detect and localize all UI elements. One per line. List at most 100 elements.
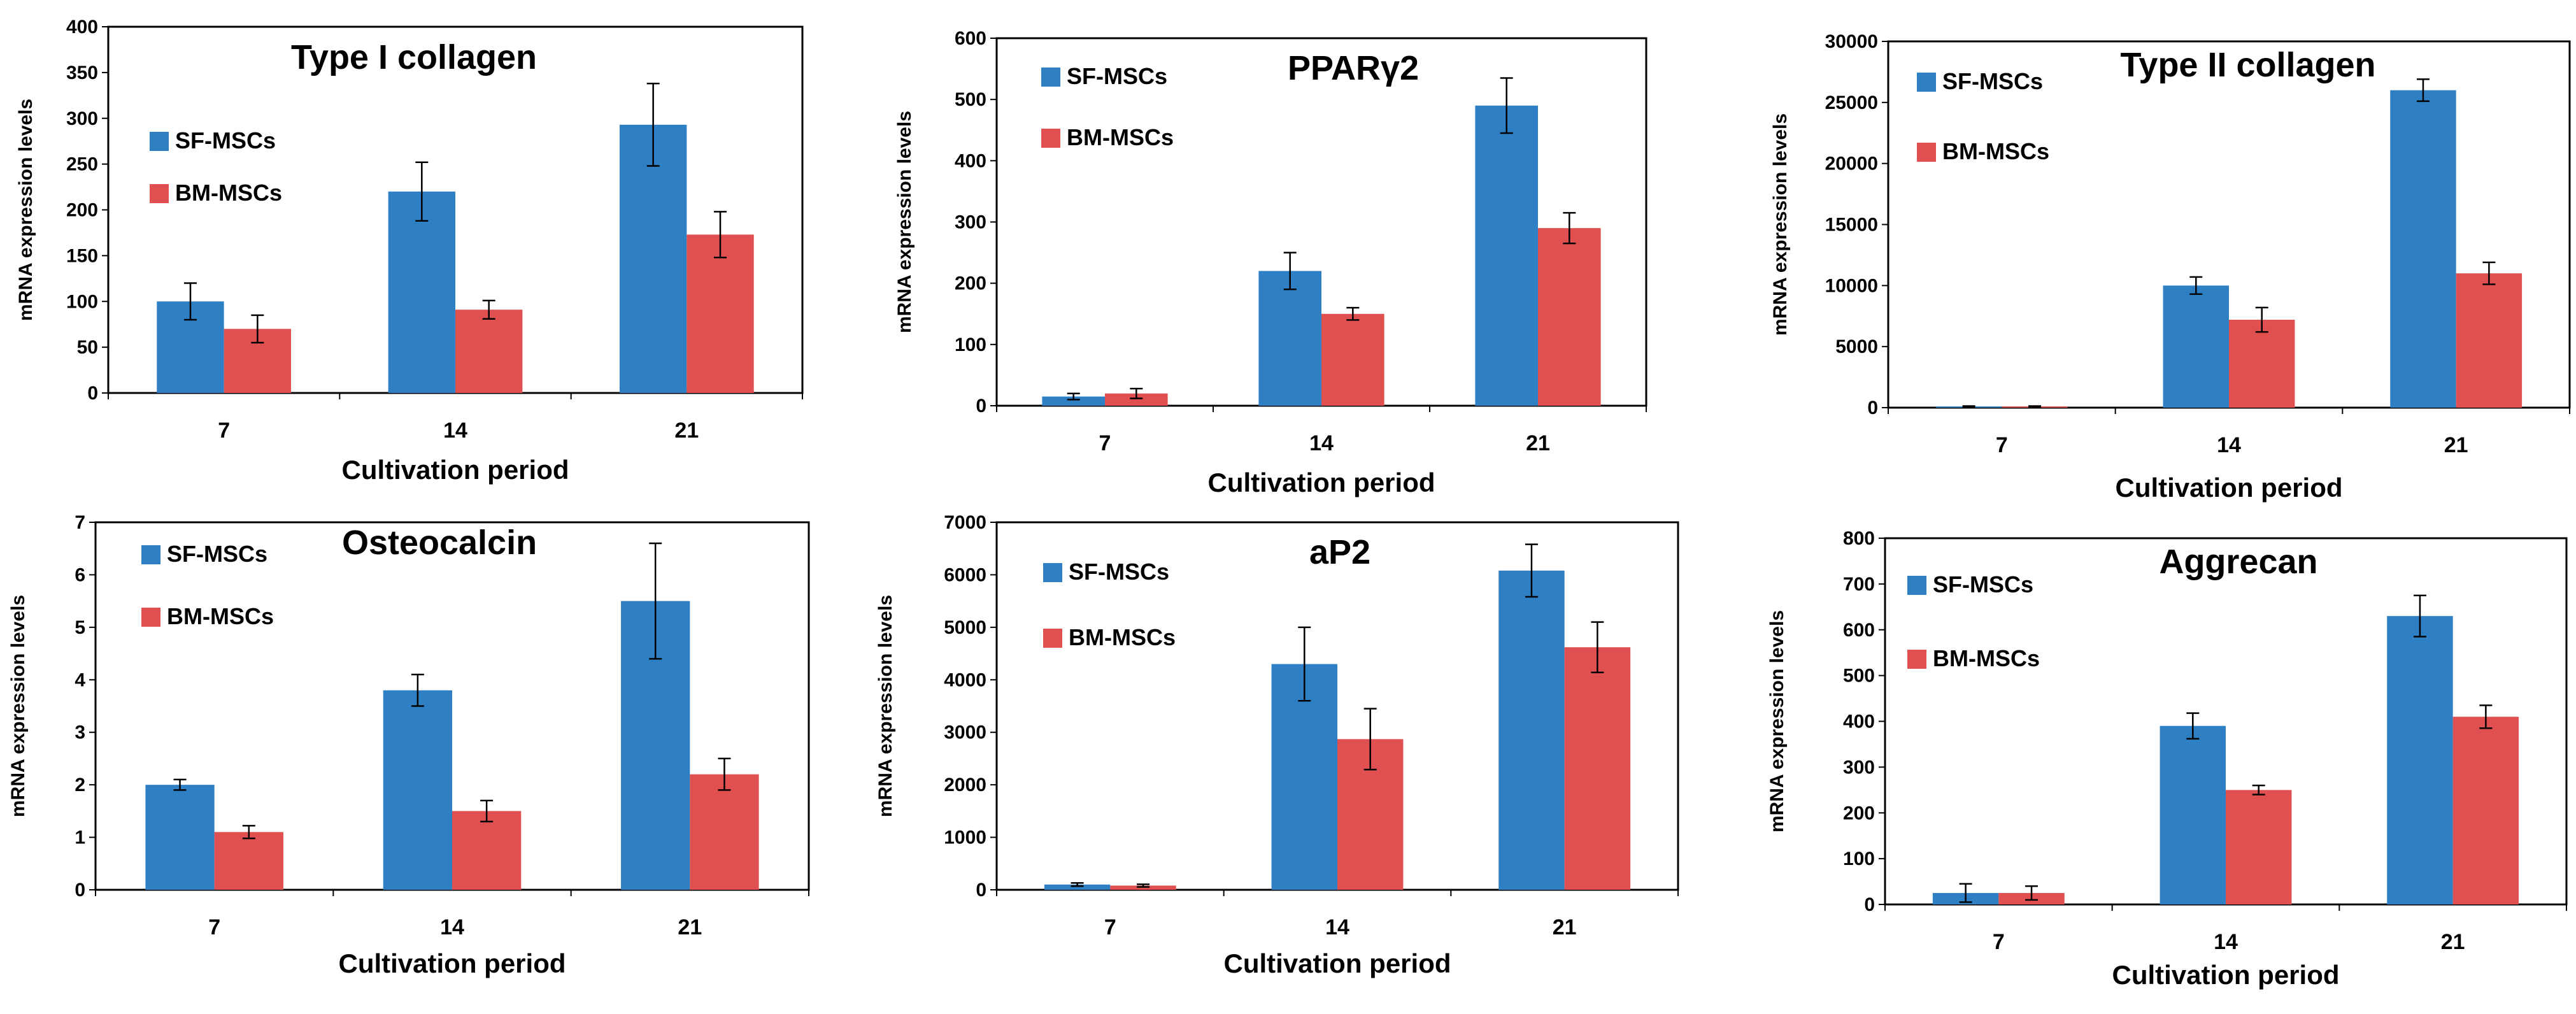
- y-tick-label: 2000: [944, 775, 986, 796]
- error-bar: [1500, 77, 1513, 134]
- bar-sf-21: [2387, 616, 2453, 904]
- legend-label-sf: SF-MSCs: [1069, 559, 1169, 585]
- x-tick-label: 7: [218, 418, 230, 443]
- chart-panel-1: 0 50 100 150 200 250 300 350 400 7 14 21 Type I coll…: [15, 17, 804, 485]
- x-tick-label: 14: [2214, 930, 2238, 954]
- x-tick-label: 14: [440, 915, 464, 939]
- bar-bm-14: [455, 310, 523, 393]
- x-tick-label: 21: [1553, 915, 1577, 939]
- error-bar: [411, 673, 424, 707]
- legend-label-bm: BM-MSCs: [1067, 124, 1174, 150]
- error-bar: [2189, 276, 2203, 295]
- error-bar: [2028, 405, 2042, 408]
- y-tick-label: 1000: [944, 827, 986, 848]
- y-tick-label: 600: [955, 28, 986, 49]
- y-tick-label: 100: [1843, 848, 1875, 869]
- legend-label-sf: SF-MSCs: [1933, 571, 2033, 597]
- x-axis-label: Cultivation period: [2112, 960, 2340, 990]
- error-bar: [1071, 882, 1084, 887]
- legend-label-sf: SF-MSCs: [167, 541, 267, 567]
- y-tick-label: 5000: [1835, 336, 1878, 357]
- error-bar: [1563, 211, 1576, 245]
- bar-bm-21: [687, 234, 754, 393]
- bar-bm-21: [690, 774, 759, 890]
- error-bar: [1130, 387, 1143, 399]
- chart-panel-2: 0 100 200 300 400 500 600 7 14 21 PPARγ2 SF-MSCs BM-…: [894, 28, 1647, 497]
- y-tick-label: 0: [976, 396, 986, 417]
- y-tick-label: 600: [1843, 620, 1875, 641]
- x-tick-label: 7: [1099, 431, 1111, 455]
- y-tick-label: 25000: [1825, 92, 1878, 113]
- bar-sf-14: [388, 191, 455, 393]
- legend-swatch-bm: [1907, 650, 1926, 669]
- error-bar: [2186, 712, 2200, 740]
- y-axis-label: mRNA expression levels: [1767, 610, 1788, 832]
- error-bar: [649, 542, 662, 660]
- error-bar: [173, 778, 187, 791]
- error-bar: [1959, 883, 1972, 903]
- error-bar: [1137, 883, 1150, 888]
- legend-swatch-bm: [1041, 129, 1060, 148]
- error-bar: [1363, 708, 1377, 771]
- bar-bm-14: [2226, 790, 2292, 904]
- y-tick-label: 30000: [1825, 31, 1878, 52]
- y-tick-label: 400: [1843, 711, 1875, 732]
- error-bar: [2025, 885, 2039, 901]
- bar-sf-14: [383, 690, 452, 890]
- bar-bm-7: [214, 832, 283, 890]
- legend-swatch-sf: [150, 132, 169, 151]
- y-tick-label: 200: [1843, 803, 1875, 824]
- y-tick-label: 350: [66, 62, 98, 83]
- x-axis-label: Cultivation period: [1224, 948, 1451, 978]
- error-bar: [2255, 306, 2268, 333]
- chart-title: Aggrecan: [2159, 543, 2317, 581]
- y-tick-label: 4: [75, 669, 85, 690]
- error-bar: [242, 825, 255, 839]
- y-tick-label: 5: [75, 617, 85, 638]
- error-bar: [183, 282, 197, 321]
- legend-label-sf: SF-MSCs: [175, 127, 276, 154]
- x-tick-label: 7: [1104, 915, 1116, 939]
- y-tick-label: 400: [66, 17, 98, 38]
- error-bar: [2479, 704, 2493, 729]
- bar-bm-21: [1564, 647, 1631, 890]
- x-tick-label: 21: [674, 418, 699, 443]
- legend-label-sf: SF-MSCs: [1942, 68, 2043, 94]
- y-tick-label: 6: [75, 564, 85, 585]
- y-tick-label: 0: [976, 880, 986, 901]
- chart-title: Osteocalcin: [342, 524, 537, 562]
- y-tick-label: 15000: [1825, 215, 1878, 236]
- error-bar: [1283, 252, 1297, 290]
- legend-swatch-bm: [1917, 143, 1936, 162]
- x-tick-label: 21: [2441, 930, 2465, 954]
- legend-swatch-sf: [1907, 576, 1926, 595]
- y-tick-label: 0: [1864, 894, 1875, 915]
- legend-label-bm: BM-MSCs: [1933, 645, 2040, 671]
- y-tick-label: 400: [955, 150, 986, 171]
- error-bar: [1525, 543, 1538, 598]
- y-tick-label: 1: [75, 827, 85, 848]
- chart-title: Type II collagen: [2120, 46, 2375, 84]
- x-axis-label: Cultivation period: [342, 455, 569, 485]
- x-axis-label: Cultivation period: [1208, 468, 1435, 497]
- legend-swatch-bm: [150, 184, 169, 203]
- y-tick-label: 0: [87, 383, 98, 404]
- legend-swatch-sf: [141, 545, 160, 564]
- bar-sf-14: [1258, 271, 1321, 406]
- x-tick-label: 7: [208, 915, 220, 939]
- error-bar: [415, 161, 429, 222]
- chart-panel-5: 0 1000 2000 3000 4000 5000 6000 7000 7 14 21 aP2 SF-…: [875, 512, 1679, 978]
- bar-bm-14: [2229, 320, 2295, 408]
- chart-panel-4: 0 1 2 3 4 5 6 7 7 14 21 Osteocalcin SF-MSCs BM-MSCs Cu…: [8, 512, 810, 978]
- x-axis-label: Cultivation period: [339, 948, 566, 978]
- legend-label-sf: SF-MSCs: [1067, 63, 1167, 89]
- bar-sf-7: [1042, 396, 1105, 406]
- error-bar: [482, 299, 495, 320]
- x-tick-label: 21: [2444, 433, 2468, 457]
- bar-sf-21: [619, 124, 687, 393]
- x-tick-label: 14: [1309, 431, 1334, 455]
- y-tick-label: 700: [1843, 574, 1875, 595]
- x-tick-label: 14: [443, 418, 467, 443]
- y-tick-label: 7000: [944, 512, 986, 533]
- bar-sf-14: [1271, 664, 1337, 890]
